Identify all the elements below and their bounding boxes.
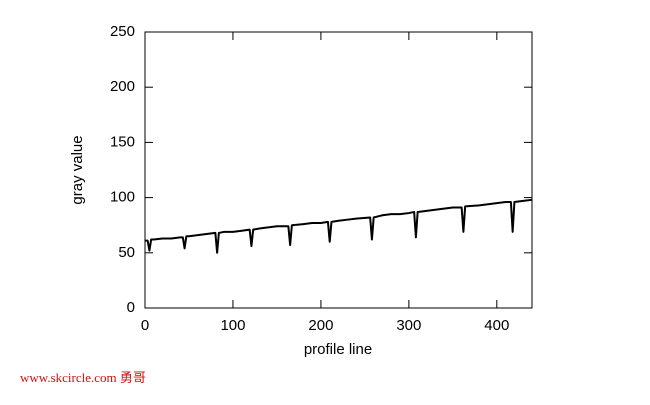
x-tick-label: 100 — [220, 317, 245, 334]
y-tick-label: 250 — [110, 23, 135, 40]
watermark: www.skcircle.com 勇哥 — [20, 370, 146, 385]
plot-frame — [144, 31, 533, 309]
x-axis-label: profile line — [304, 341, 372, 358]
y-axis-label: gray value — [69, 135, 86, 204]
y-tick-label: 50 — [118, 244, 135, 261]
y-tick-label: 100 — [110, 189, 135, 206]
y-tick-label: 0 — [127, 299, 135, 316]
y-tick-label: 150 — [110, 133, 135, 150]
x-tick-label: 300 — [396, 317, 421, 334]
x-tick-label: 400 — [484, 317, 509, 334]
x-tick-label: 200 — [308, 317, 333, 334]
data-line — [145, 198, 533, 254]
x-tick-label: 0 — [141, 317, 149, 334]
y-tick-label: 200 — [110, 78, 135, 95]
